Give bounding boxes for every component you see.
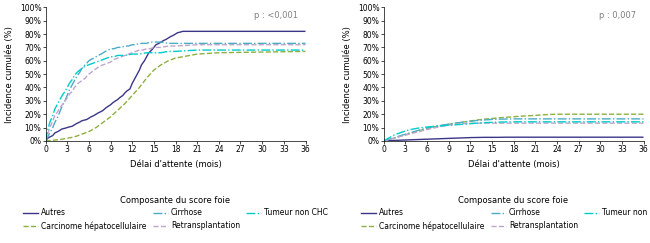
X-axis label: Délai d'attente (mois): Délai d'attente (mois) [129,160,222,169]
Text: p : 0,007: p : 0,007 [599,11,636,20]
Y-axis label: Incidence cumulée (%): Incidence cumulée (%) [5,26,14,122]
Text: p : <0,001: p : <0,001 [254,11,298,20]
Y-axis label: Incidence cumulée (%): Incidence cumulée (%) [343,26,352,122]
X-axis label: Délai d'attente (mois): Délai d'attente (mois) [467,160,560,169]
Legend: Autres, Carcinome hépatocellulaire, Cirrhose, Retransplantation, Tumeur non CHC: Autres, Carcinome hépatocellulaire, Cirr… [361,196,650,231]
Legend: Autres, Carcinome hépatocellulaire, Cirrhose, Retransplantation, Tumeur non CHC: Autres, Carcinome hépatocellulaire, Cirr… [23,196,328,231]
